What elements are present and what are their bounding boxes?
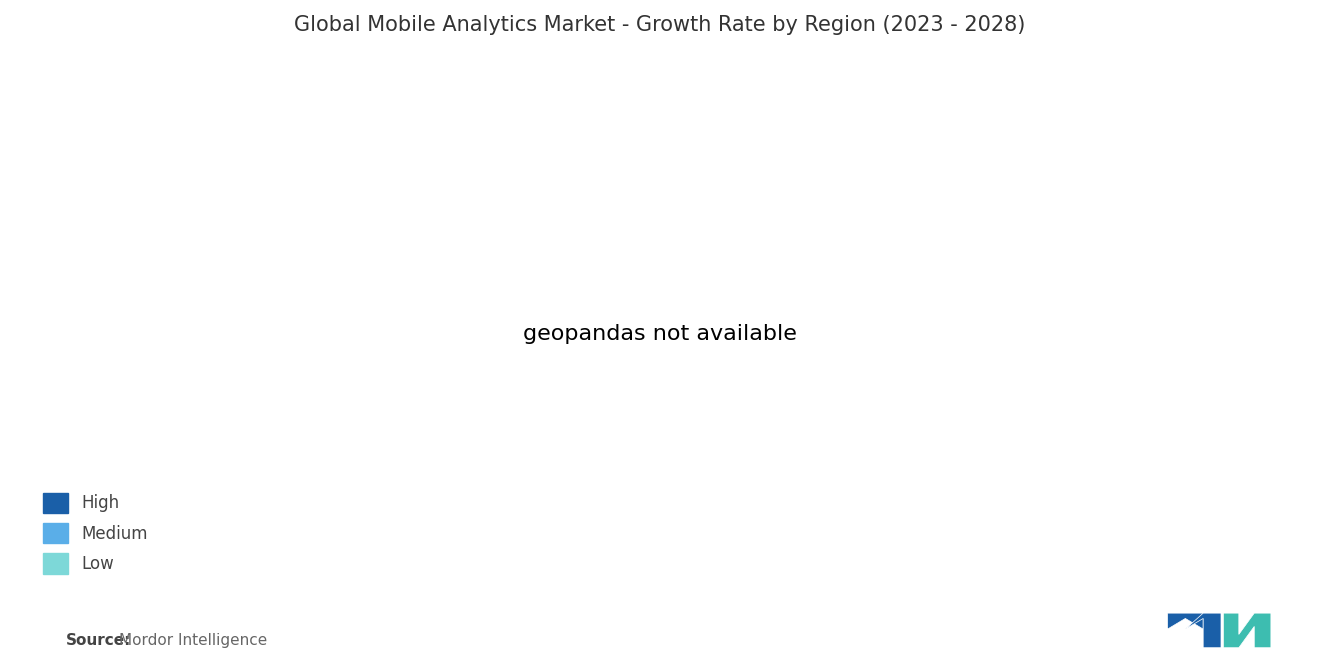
Text: Mordor Intelligence: Mordor Intelligence — [119, 633, 267, 648]
Polygon shape — [1224, 613, 1271, 648]
Text: Source:: Source: — [66, 633, 132, 648]
Legend: High, Medium, Low: High, Medium, Low — [36, 486, 154, 580]
Text: geopandas not available: geopandas not available — [523, 325, 797, 344]
Polygon shape — [1167, 613, 1203, 648]
Polygon shape — [1185, 613, 1221, 648]
Title: Global Mobile Analytics Market - Growth Rate by Region (2023 - 2028): Global Mobile Analytics Market - Growth … — [294, 15, 1026, 35]
